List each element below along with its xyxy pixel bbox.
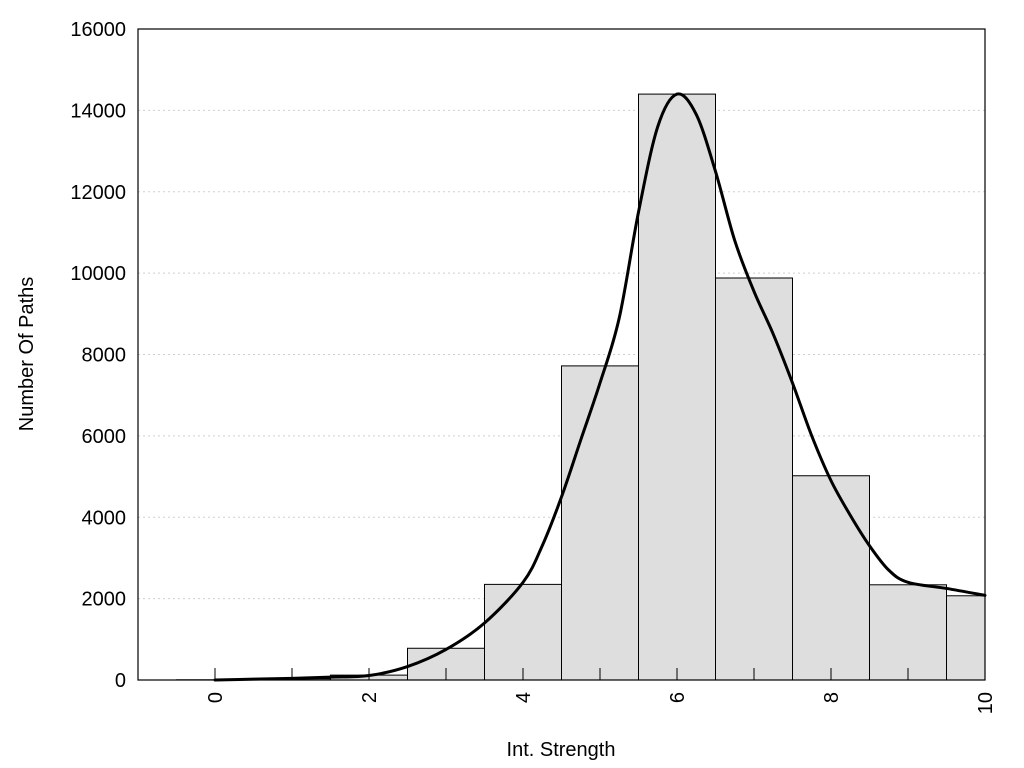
x-axis-title: Int. Strength xyxy=(507,739,616,761)
density-curve-layer xyxy=(213,92,987,682)
y-tick-labels: 0 2000 4000 6000 8000 10000 12000 14000 16000 xyxy=(70,19,126,692)
density-curve xyxy=(213,92,987,682)
x-tick-label: 6 xyxy=(667,692,689,703)
x-tick-label: 4 xyxy=(513,692,535,703)
y-tick-label: 8000 xyxy=(82,345,127,367)
x-tick-label: 10 xyxy=(975,692,997,714)
x-tick-labels: 0 2 4 6 8 10 xyxy=(205,692,997,714)
bar xyxy=(715,277,793,681)
bar xyxy=(792,475,870,681)
x-tick-label: 2 xyxy=(359,692,381,703)
bar xyxy=(869,584,947,681)
y-axis-title: Number Of Paths xyxy=(16,277,38,432)
axis-ticks xyxy=(214,668,986,680)
y-tick-label: 0 xyxy=(115,670,126,692)
plot-frame xyxy=(137,28,986,681)
y-tick-label: 6000 xyxy=(82,426,127,448)
bar xyxy=(946,595,986,681)
x-tick-label: 0 xyxy=(205,692,227,703)
y-tick-label: 2000 xyxy=(82,589,127,611)
bar xyxy=(638,93,716,681)
bar xyxy=(561,365,639,681)
y-tick-label: 14000 xyxy=(70,100,126,122)
y-tick-label: 4000 xyxy=(82,507,127,529)
y-tick-label: 10000 xyxy=(70,263,126,285)
x-tick-label: 8 xyxy=(821,692,843,703)
y-tick-label: 16000 xyxy=(70,19,126,41)
y-tick-label: 12000 xyxy=(70,182,126,204)
bar xyxy=(484,583,562,681)
bars xyxy=(176,93,986,681)
